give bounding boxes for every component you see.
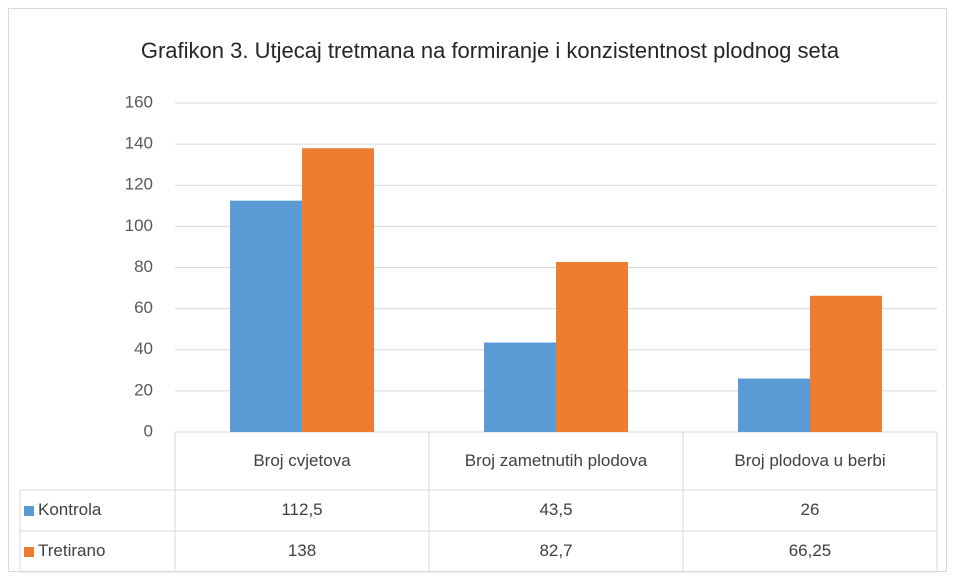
y-tick-label: 140 xyxy=(125,134,153,153)
x-tick-label: Broj zametnutih plodova xyxy=(464,450,648,470)
legend-entry: Tretirano xyxy=(20,531,175,572)
bar xyxy=(302,148,374,433)
y-tick-label: 40 xyxy=(134,339,153,358)
bar xyxy=(556,261,628,432)
data-label: 26 xyxy=(800,500,820,520)
y-tick-label: 80 xyxy=(134,257,153,276)
bar xyxy=(738,378,810,432)
legend-label: Tretirano xyxy=(38,541,106,561)
bar xyxy=(230,200,302,432)
y-tick-label: 60 xyxy=(134,298,153,317)
y-tick-label: 20 xyxy=(134,380,153,399)
data-label: 138 xyxy=(287,541,317,561)
legend-label: Kontrola xyxy=(38,500,102,520)
legend-key xyxy=(24,505,34,516)
data-label: 43,5 xyxy=(539,500,573,520)
legend-entry: Kontrola xyxy=(20,490,175,531)
data-label: 66,25 xyxy=(788,541,832,561)
bar xyxy=(484,342,556,432)
data-label: 112,5 xyxy=(281,500,323,520)
x-tick-label: Broj cvjetova xyxy=(253,450,351,470)
y-tick-label: 120 xyxy=(125,175,153,194)
x-tick-label: Broj plodova u berbi xyxy=(734,450,886,470)
bar xyxy=(810,295,882,432)
y-tick-label: 160 xyxy=(125,92,153,111)
chart-title: Grafikon 3. Utjecaj tretmana na formiran… xyxy=(141,38,840,63)
y-tick-label: 100 xyxy=(125,216,153,235)
data-label: 82,7 xyxy=(539,541,573,561)
y-tick-label: 0 xyxy=(144,421,153,440)
legend-key xyxy=(24,546,34,557)
